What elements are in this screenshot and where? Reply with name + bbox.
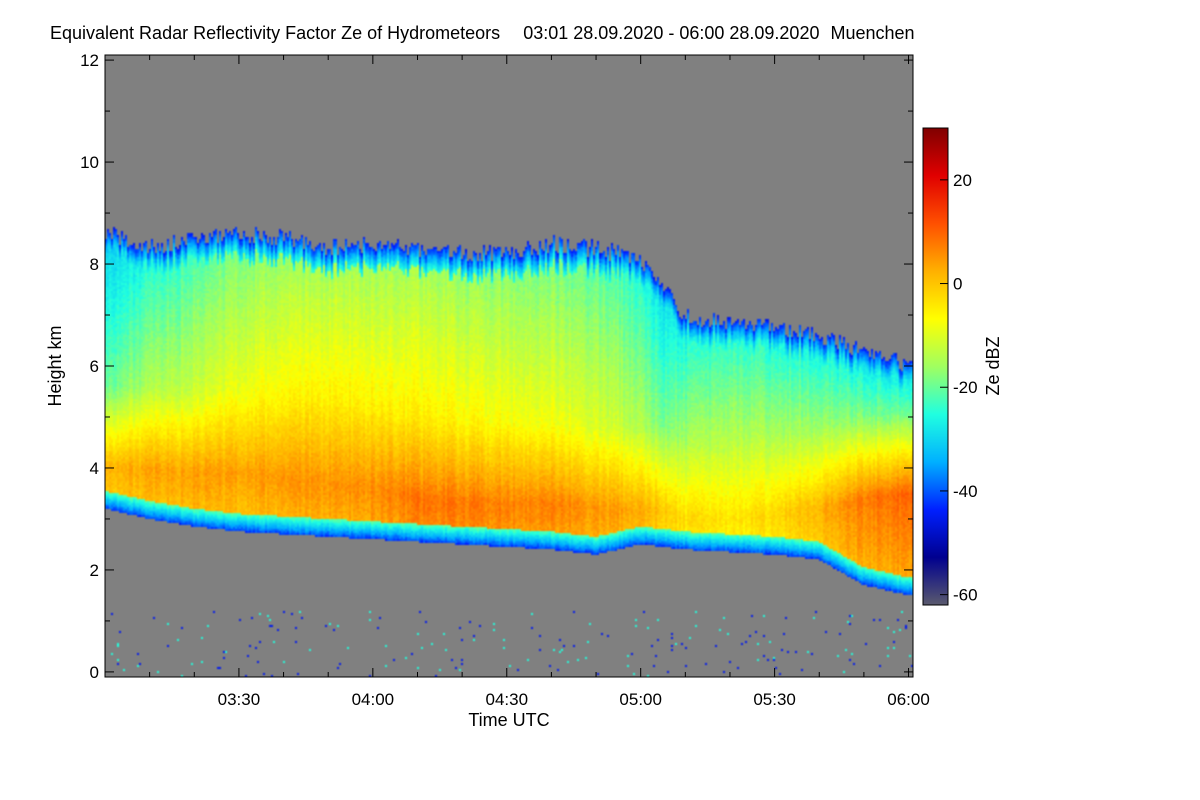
x-tick-label: 04:00 — [352, 690, 395, 709]
y-tick-label: 4 — [90, 459, 99, 478]
y-tick-label: 12 — [80, 51, 99, 70]
x-tick-label: 03:30 — [218, 690, 261, 709]
chart-title: Equivalent Radar Reflectivity Factor Ze … — [50, 23, 915, 43]
y-tick-label: 8 — [90, 255, 99, 274]
x-tick-label: 05:30 — [753, 690, 796, 709]
colorbar-tick-label: 20 — [953, 171, 972, 190]
y-axis: 0 2 4 6 8 10 12 — [80, 51, 913, 682]
colorbar-tick-label: -40 — [953, 482, 978, 501]
y-tick-label: 10 — [80, 153, 99, 172]
colorbar-tick-label: 0 — [953, 275, 962, 294]
colorbar: 20 0 -20 -40 -60 Ze dBZ — [922, 127, 1003, 606]
chart-time-range: 03:01 28.09.2020 - 06:00 28.09.2020 — [523, 23, 819, 43]
chart-title-main: Equivalent Radar Reflectivity Factor Ze … — [50, 23, 500, 43]
x-tick-label: 05:00 — [619, 690, 662, 709]
y-tick-label: 0 — [90, 663, 99, 682]
reflectivity-heatmap — [105, 55, 913, 677]
colorbar-tick-label: -20 — [953, 378, 978, 397]
x-axis: 03:30 04:00 04:30 05:00 05:30 06:00 — [149, 55, 930, 709]
y-axis-title: Height km — [45, 325, 65, 406]
colorbar-ticks: 20 0 -20 -40 -60 — [940, 171, 978, 605]
y-tick-label: 2 — [90, 561, 99, 580]
x-tick-label: 06:00 — [887, 690, 930, 709]
plot-area — [104, 54, 914, 678]
y-tick-label: 6 — [90, 357, 99, 376]
x-axis-title: Time UTC — [468, 710, 549, 730]
colorbar-title: Ze dBZ — [983, 336, 1003, 395]
colorbar-gradient — [922, 127, 949, 606]
colorbar-tick-label: -60 — [953, 586, 978, 605]
x-tick-label: 04:30 — [485, 690, 528, 709]
chart-location: Muenchen — [830, 23, 914, 43]
